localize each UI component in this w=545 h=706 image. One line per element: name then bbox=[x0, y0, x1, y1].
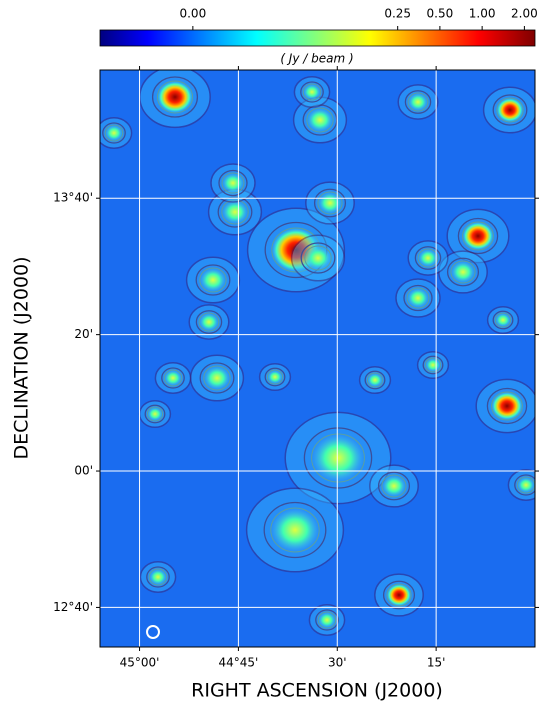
source-contour bbox=[217, 196, 253, 228]
x-tick-label: 30' bbox=[328, 656, 347, 670]
source-contour bbox=[446, 257, 480, 287]
source-contour bbox=[199, 362, 235, 394]
source-contour bbox=[264, 367, 286, 387]
source-contour bbox=[303, 427, 373, 489]
source-contour bbox=[382, 580, 416, 610]
colorbar-label: ( Jy / beam ) bbox=[280, 52, 353, 66]
colorbar-tick-label: 0.25 bbox=[384, 7, 411, 21]
beam-marker bbox=[146, 625, 160, 639]
source bbox=[302, 83, 322, 101]
source-contour bbox=[422, 355, 444, 375]
source-contour bbox=[404, 90, 432, 114]
colorbar-tick-label: 1.00 bbox=[469, 7, 496, 21]
source bbox=[424, 357, 442, 373]
colorbar-tick-label: 2.00 bbox=[511, 7, 538, 21]
source-contour bbox=[364, 370, 386, 390]
source bbox=[156, 80, 194, 114]
source-contour bbox=[146, 566, 170, 588]
source bbox=[462, 221, 494, 251]
colorbar bbox=[99, 29, 536, 47]
source bbox=[407, 92, 429, 112]
y-tick-label: 20' bbox=[74, 327, 93, 341]
source-contour bbox=[315, 609, 339, 631]
source bbox=[317, 611, 337, 629]
source bbox=[270, 507, 320, 553]
source bbox=[366, 372, 384, 388]
source-contour bbox=[486, 387, 528, 425]
x-tick-label: 45°00' bbox=[120, 656, 160, 670]
source-contour bbox=[492, 310, 514, 330]
source bbox=[516, 476, 535, 494]
source-contour bbox=[195, 310, 223, 334]
source bbox=[146, 406, 164, 422]
source-contour bbox=[151, 76, 199, 118]
source-contour bbox=[263, 501, 327, 559]
source-contour bbox=[492, 94, 528, 126]
x-axis-title: RIGHT ASCENSION (J2000) bbox=[191, 680, 443, 702]
source bbox=[163, 369, 183, 387]
y-tick-label: 12°40' bbox=[53, 600, 93, 614]
source-contour bbox=[144, 404, 166, 424]
y-axis-title: DECLINATION (J2000) bbox=[11, 256, 33, 459]
source bbox=[148, 568, 168, 586]
source bbox=[317, 191, 343, 215]
source bbox=[221, 172, 245, 194]
source bbox=[491, 391, 523, 421]
source bbox=[198, 312, 220, 332]
source bbox=[104, 124, 124, 142]
x-tick-label: 15' bbox=[427, 656, 446, 670]
source bbox=[199, 267, 227, 293]
source-contour bbox=[514, 474, 535, 496]
source-contour bbox=[414, 246, 442, 270]
source bbox=[203, 365, 231, 391]
source bbox=[266, 369, 284, 385]
source-contour bbox=[377, 471, 411, 501]
colorbar-tick-label: 0.50 bbox=[427, 7, 454, 21]
source bbox=[386, 583, 412, 607]
source bbox=[406, 287, 430, 309]
colorbar-tick-label: 0.00 bbox=[179, 7, 206, 21]
source bbox=[221, 199, 249, 225]
sky-image bbox=[100, 70, 535, 647]
plot-frame bbox=[99, 69, 536, 648]
source bbox=[450, 260, 476, 284]
source bbox=[496, 97, 524, 123]
source bbox=[417, 248, 439, 268]
source-contour bbox=[403, 284, 433, 312]
y-tick-label: 13°40' bbox=[53, 191, 93, 205]
source-contour bbox=[300, 242, 336, 274]
source-contour bbox=[300, 81, 324, 103]
source bbox=[494, 312, 512, 328]
source bbox=[304, 245, 332, 271]
y-tick-label: 00' bbox=[74, 464, 93, 478]
source bbox=[311, 433, 365, 483]
source-contour bbox=[195, 264, 231, 296]
source bbox=[306, 107, 334, 133]
source bbox=[381, 474, 407, 498]
source-contour bbox=[457, 217, 499, 255]
x-tick-label: 44°45' bbox=[218, 656, 258, 670]
source-contour bbox=[161, 367, 185, 389]
source-contour bbox=[102, 122, 126, 144]
source-contour bbox=[218, 169, 248, 197]
source-contour bbox=[313, 188, 347, 218]
